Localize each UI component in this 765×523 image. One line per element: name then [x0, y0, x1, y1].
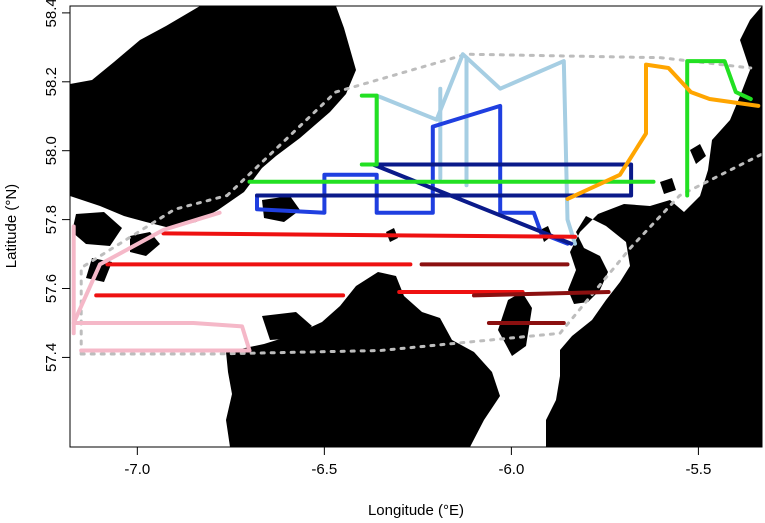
green-track-3 [685, 59, 753, 198]
x-tick-label: -5.5 [685, 461, 711, 478]
orange-track [565, 62, 761, 201]
y-tick-label: 58.4 [43, 0, 60, 27]
x-tick-label: -6.0 [498, 461, 524, 478]
boundary-south [79, 152, 762, 356]
x-tick-label: -7.0 [124, 461, 150, 478]
x-axis: -7.0 -6.5 -6.0 -5.5 [124, 446, 711, 478]
y-tick-label: 58.2 [43, 67, 60, 96]
survey-tracks [71, 52, 761, 353]
land-mainland-islets [640, 144, 740, 244]
dark-red-line-2 [472, 290, 611, 298]
y-axis: 57.4 57.6 57.8 58.0 58.2 58.4 [43, 0, 71, 372]
land-skye [226, 272, 500, 447]
light-blue-track [374, 52, 577, 246]
y-tick-label: 58.0 [43, 136, 60, 165]
y-axis-title: Latitude (°N) [3, 184, 20, 268]
land-mainland [546, 6, 762, 447]
dark-blue-lines [255, 162, 634, 246]
y-tick-label: 57.8 [43, 205, 60, 234]
x-axis-title: Longitude (°E) [368, 502, 464, 519]
x-tick-label: -6.5 [311, 461, 337, 478]
red-line-1 [161, 231, 577, 239]
green-track [359, 93, 379, 167]
y-tick-label: 57.4 [43, 343, 60, 372]
land-skye-north [262, 312, 312, 340]
land-outer-hebrides [70, 6, 356, 228]
y-tick-label: 57.6 [43, 274, 60, 303]
blue-track [255, 103, 570, 246]
land-layer [70, 6, 762, 447]
pink-track [71, 210, 252, 353]
